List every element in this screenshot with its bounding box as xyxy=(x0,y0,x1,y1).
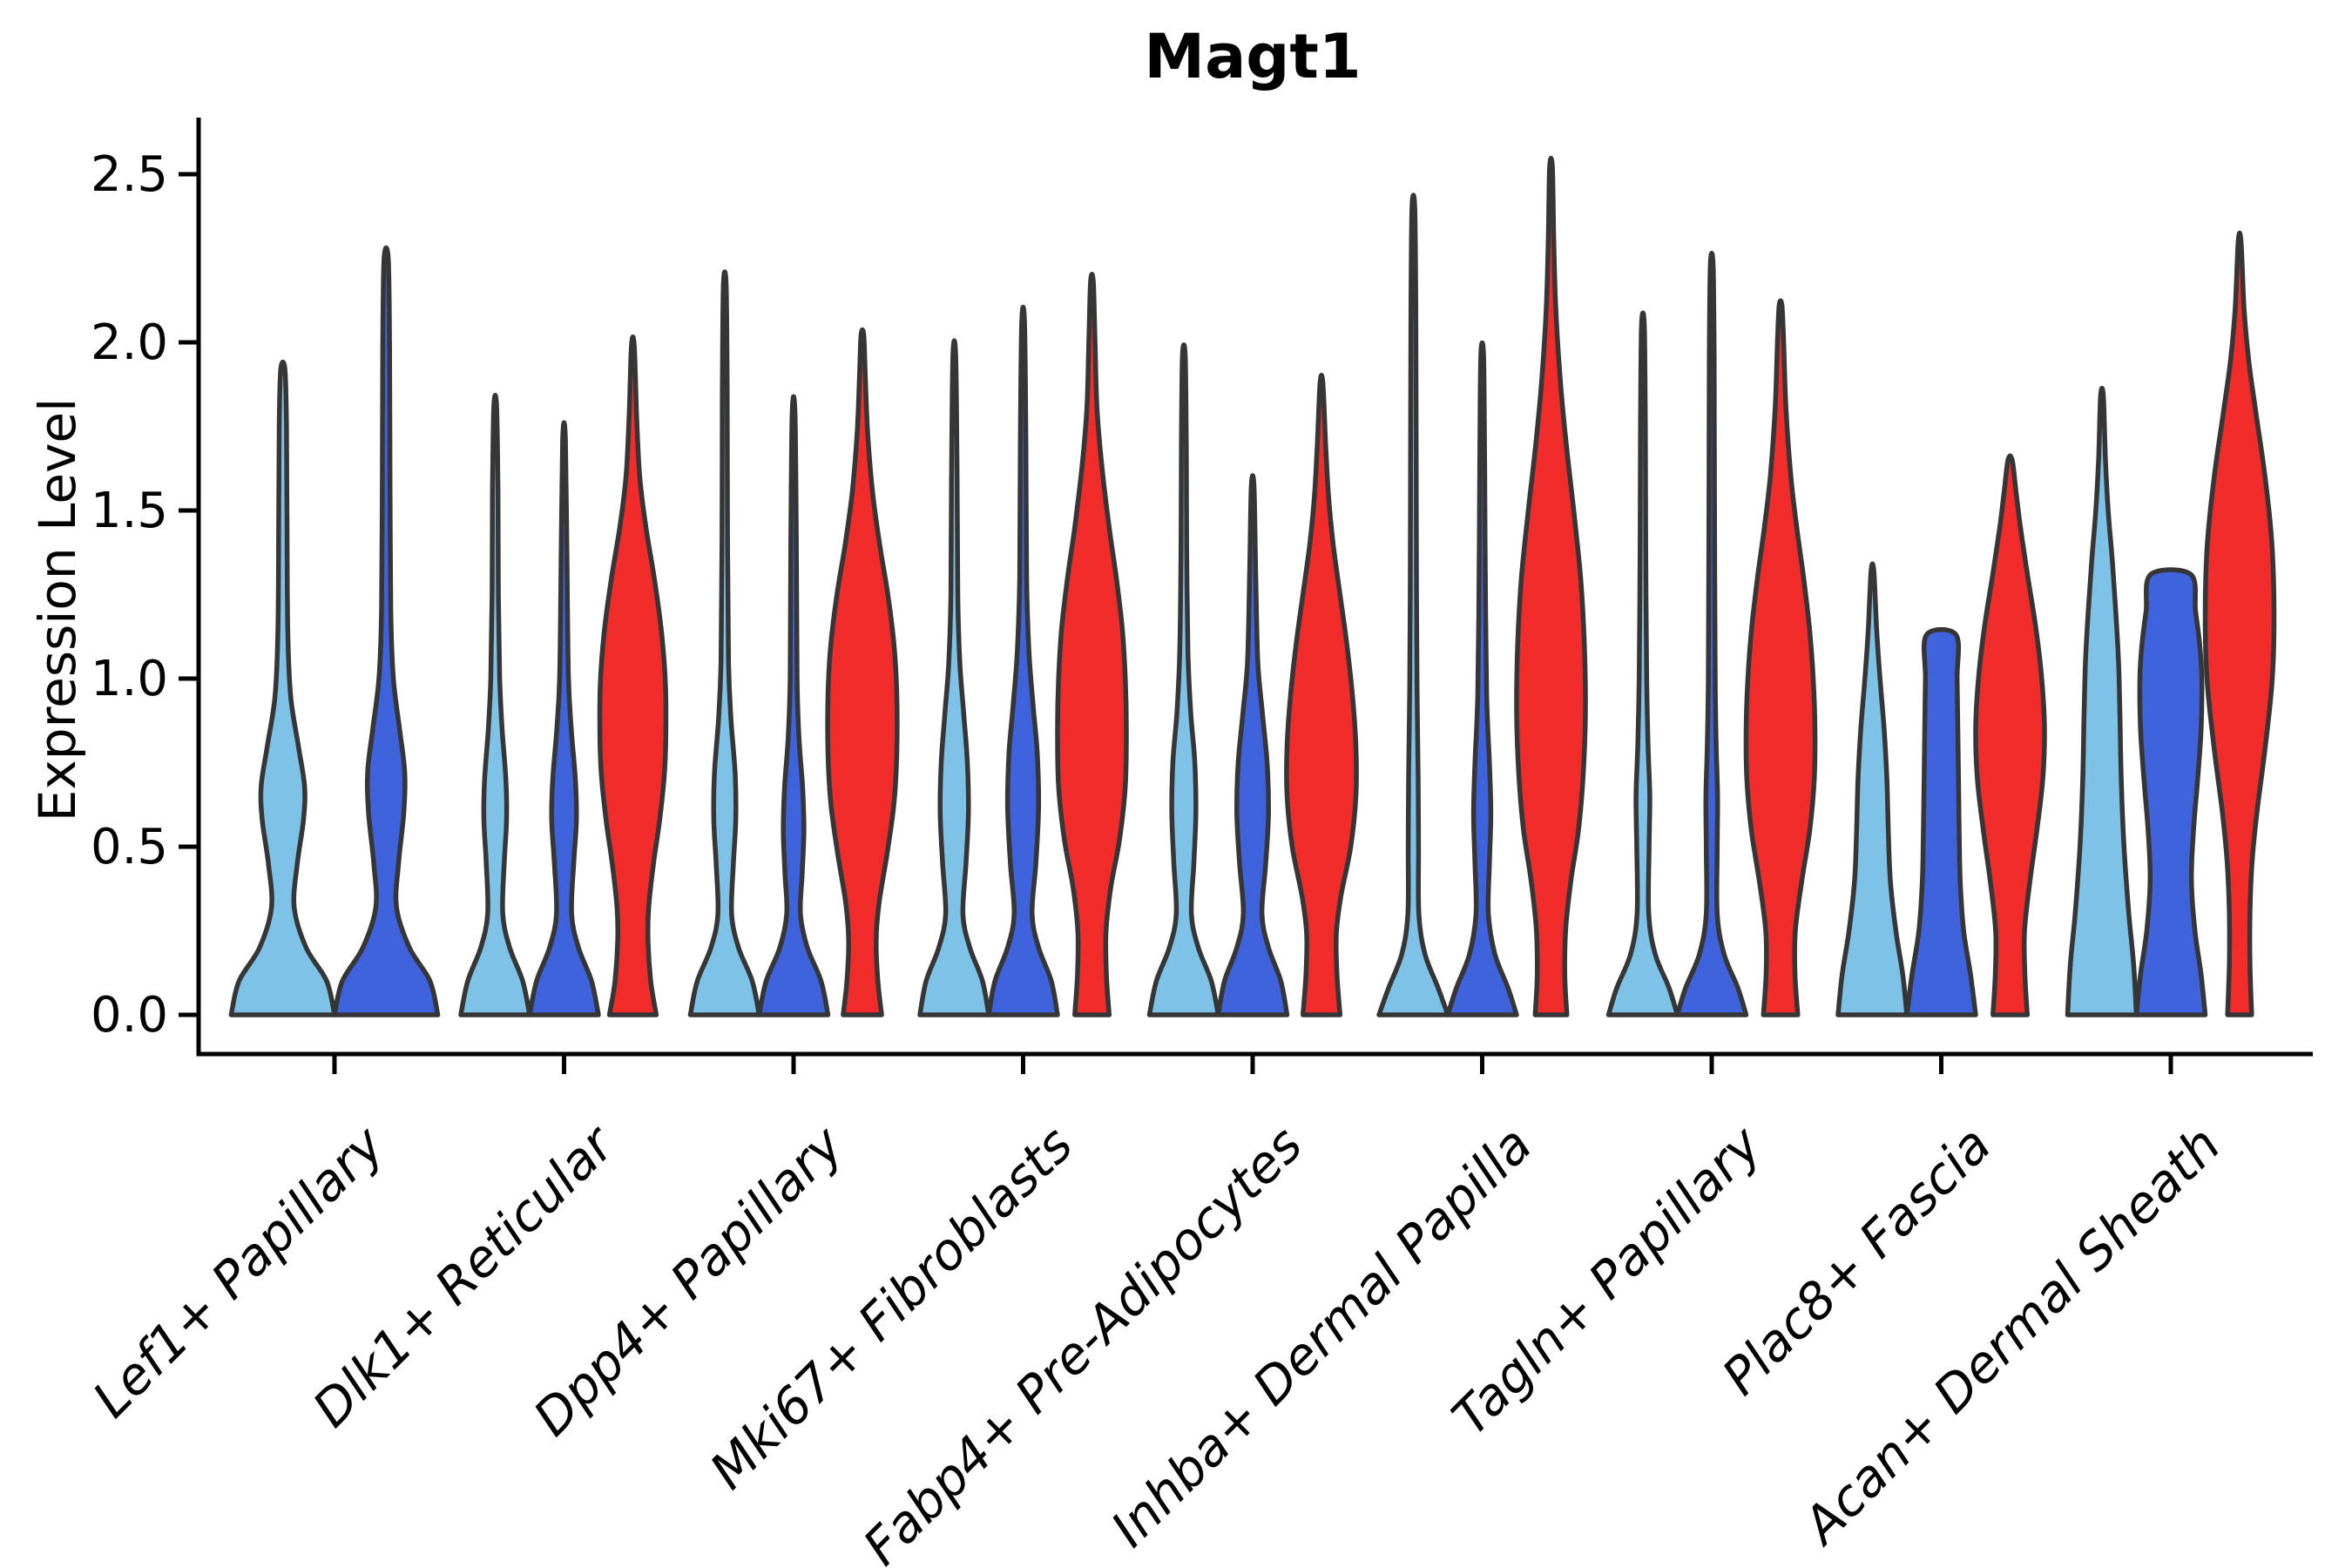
violin-8-red xyxy=(2202,230,2277,1017)
violin-7-light_blue xyxy=(1835,561,1909,1017)
plot-title: Magt1 xyxy=(1144,21,1362,92)
violin-1-dark_blue xyxy=(527,420,601,1017)
violin-8-dark_blue xyxy=(2133,567,2208,1017)
violin-0-light_blue xyxy=(228,359,337,1017)
x-tick-label-4: Fabp4+ Pre-Adipocytes xyxy=(852,1115,1314,1568)
x-tick-label-5: Inhba+ Dermal Papilla xyxy=(1099,1115,1543,1558)
y-axis-label: Expression Level xyxy=(28,397,87,822)
y-tick-label: 2.5 xyxy=(91,146,168,203)
violin-5-light_blue xyxy=(1376,193,1450,1017)
violin-6-light_blue xyxy=(1605,310,1680,1017)
violin-2-red xyxy=(825,327,900,1017)
violin-8-light_blue xyxy=(2065,385,2139,1017)
violin-5-red xyxy=(1514,155,1588,1017)
y-tick-label: 2.0 xyxy=(91,314,168,371)
violin-4-red xyxy=(1284,372,1359,1017)
violin-3-dark_blue xyxy=(986,304,1060,1017)
violin-6-dark_blue xyxy=(1674,250,1749,1017)
violin-4-light_blue xyxy=(1146,342,1221,1017)
violin-4-dark_blue xyxy=(1215,473,1290,1017)
violin-1-light_blue xyxy=(458,393,532,1017)
violin-7-red xyxy=(1973,453,2047,1017)
y-tick-label: 1.0 xyxy=(91,651,168,707)
violin-7-dark_blue xyxy=(1904,626,1978,1017)
x-tick-label-8: Acan+ Dermal Sheath xyxy=(1789,1115,2232,1558)
y-tick-label: 1.5 xyxy=(91,483,168,539)
y-tick-label: 0.0 xyxy=(91,987,168,1044)
violin-0-dark_blue xyxy=(332,245,441,1017)
violin-5-dark_blue xyxy=(1445,340,1519,1017)
violin-2-dark_blue xyxy=(756,394,831,1017)
violin-2-light_blue xyxy=(687,269,762,1017)
axis-spines xyxy=(196,118,2313,1057)
y-tick-label: 0.5 xyxy=(91,819,168,875)
violin-6-red xyxy=(1743,298,1818,1017)
violin-1-red xyxy=(597,335,669,1017)
violin-3-red xyxy=(1055,272,1129,1017)
violin-3-light_blue xyxy=(917,338,991,1017)
